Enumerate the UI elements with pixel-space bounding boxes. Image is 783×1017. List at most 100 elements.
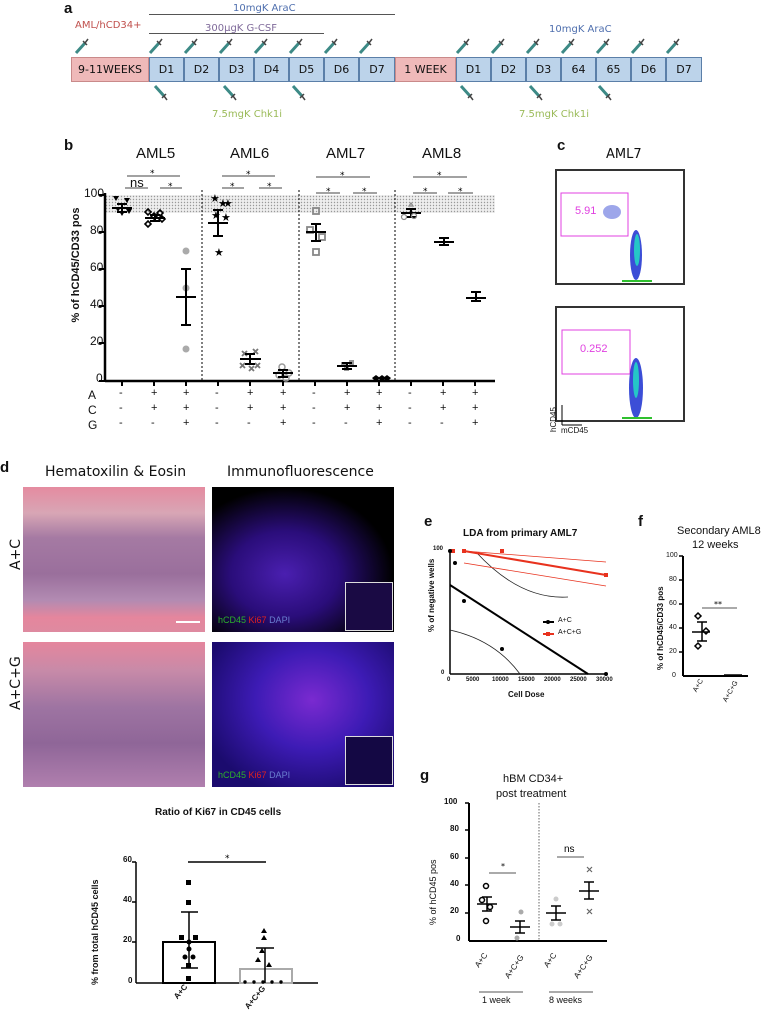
svg-text:*: * bbox=[437, 171, 442, 181]
row-label-acg: A+C+G bbox=[8, 656, 24, 710]
panel-f-label: f bbox=[638, 513, 643, 530]
svg-text:*: * bbox=[501, 862, 505, 871]
chk1-label-2: 7.5mgK Chk1i bbox=[519, 109, 589, 120]
f-xtick-ac: A+C bbox=[692, 678, 705, 694]
timeline-box: D1 bbox=[149, 57, 184, 82]
f-xtick-acg: A+C+G bbox=[722, 679, 740, 704]
timeline-box: D5 bbox=[289, 57, 324, 82]
group-title-aml5: AML5 bbox=[136, 145, 176, 162]
aml-label: AML/hCD34+ bbox=[75, 20, 142, 31]
g-ns-text: ns bbox=[564, 844, 575, 855]
lda-legend-acg: A+C+G bbox=[558, 629, 582, 636]
ytick: 40 bbox=[669, 624, 677, 631]
timeline-box: D6 bbox=[324, 57, 359, 82]
gcsf-bar bbox=[149, 33, 324, 34]
flow-title: AML7 bbox=[606, 147, 642, 162]
he-scalebar bbox=[176, 621, 200, 623]
ytick: 20 bbox=[450, 906, 459, 915]
timeline-box: D3 bbox=[219, 57, 254, 82]
svg-text:*: * bbox=[230, 182, 235, 192]
ytick: 60 bbox=[669, 600, 677, 607]
svg-text:*: * bbox=[458, 187, 463, 197]
if-legend-acg: hCD45 Ki67 DAPI bbox=[218, 770, 291, 780]
row-label-c: C bbox=[88, 403, 97, 417]
ki67-chart-title: Ratio of Ki67 in CD45 cells bbox=[155, 807, 282, 818]
timeline-box: 65 bbox=[596, 57, 631, 82]
f-ylabel: % of hCD45/CD33 pos bbox=[656, 586, 665, 670]
row-label-a: A bbox=[88, 388, 97, 402]
gcsf-label: 300μgK G-CSF bbox=[205, 23, 277, 34]
svg-text:*: * bbox=[326, 187, 331, 197]
svg-text:★: ★ bbox=[210, 193, 220, 205]
ytick: 60 bbox=[123, 855, 132, 864]
g-xtick: A+C bbox=[542, 951, 559, 970]
svg-text:*: * bbox=[168, 182, 173, 192]
svg-text:★: ★ bbox=[214, 247, 224, 259]
svg-text:*: * bbox=[362, 187, 367, 197]
lda-xticks: 0 5000 10000 15000 20000 25000 30000 bbox=[447, 677, 613, 683]
timeline-box: D2 bbox=[491, 57, 526, 82]
lda-ytick-0: 0 bbox=[441, 670, 445, 676]
svg-text:*: * bbox=[423, 187, 428, 197]
ytick: 80 bbox=[450, 824, 459, 833]
ytick: 80 bbox=[669, 576, 677, 583]
timeline-box: D1 bbox=[456, 57, 491, 82]
f-title-1: Secondary AML8 bbox=[677, 525, 761, 537]
panel-c-label: c bbox=[557, 137, 566, 154]
svg-text:★: ★ bbox=[218, 198, 228, 210]
ytick: 40 bbox=[123, 895, 132, 904]
panel-b-plot: ** ** * ** * ** * ★★★★ ★★ bbox=[99, 169, 495, 386]
ytick: 80 bbox=[90, 223, 104, 237]
timeline-box-week: 1 WEEK bbox=[395, 57, 456, 82]
he-image-acg bbox=[23, 642, 205, 787]
arac-label-2: 10mgK AraC bbox=[549, 24, 612, 35]
ytick: 0 bbox=[128, 976, 133, 985]
ki67-xtick-acg: A+C+G bbox=[243, 984, 268, 1011]
flow-plots bbox=[555, 169, 685, 426]
ytick: 0 bbox=[672, 672, 676, 679]
ns-label: ns bbox=[130, 175, 144, 190]
timeline-box: D7 bbox=[666, 57, 702, 82]
row-label-g: G bbox=[88, 418, 98, 432]
svg-text:★: ★ bbox=[223, 198, 233, 210]
svg-text:*: * bbox=[267, 182, 272, 192]
flow-xaxis: mCD45 bbox=[561, 426, 589, 435]
row-label-ac: A+C bbox=[8, 538, 24, 570]
f-title-2: 12 weeks bbox=[692, 539, 739, 551]
timeline-box-weeks: 9-11WEEKS bbox=[71, 57, 149, 82]
panel-e-label: e bbox=[424, 513, 433, 530]
group-title-aml7: AML7 bbox=[326, 145, 366, 162]
svg-text:**: ** bbox=[714, 600, 722, 609]
timeline-box: D2 bbox=[184, 57, 219, 82]
group-title-aml6: AML6 bbox=[230, 145, 270, 162]
svg-text:*: * bbox=[225, 854, 230, 864]
panel-a-label: a bbox=[64, 0, 73, 17]
ki67-ylabel: % from total hCD45 cells bbox=[90, 879, 100, 985]
ytick: 20 bbox=[669, 648, 677, 655]
he-title: Hematoxilin & Eosin bbox=[45, 464, 187, 480]
gate1-value: 5.91 bbox=[575, 205, 597, 217]
lda-legend-ac: A+C bbox=[558, 617, 572, 624]
panel-g-label: g bbox=[420, 767, 430, 784]
gate2-value: 0.252 bbox=[580, 343, 608, 355]
svg-text:*: * bbox=[150, 169, 155, 179]
ytick: 60 bbox=[90, 260, 104, 274]
timeline-box: D7 bbox=[359, 57, 395, 82]
lda-ytick-100: 100 bbox=[433, 546, 444, 552]
ytick: 0 bbox=[456, 934, 461, 943]
g-xtick: A+C+G bbox=[572, 953, 595, 981]
g-title-2: post treatment bbox=[496, 788, 567, 800]
g-group-8weeks: 8 weeks bbox=[549, 995, 583, 1005]
timeline-box: D4 bbox=[254, 57, 289, 82]
panel-d-label: d bbox=[0, 459, 10, 476]
timeline-box: D3 bbox=[526, 57, 561, 82]
he-image-ac bbox=[23, 487, 205, 632]
ytick: 40 bbox=[450, 879, 459, 888]
if-inset-acg bbox=[345, 736, 393, 785]
arac-bar-1 bbox=[149, 14, 395, 15]
if-inset-ac bbox=[345, 582, 393, 631]
if-title: Immunofluorescence bbox=[227, 464, 374, 480]
ytick: 100 bbox=[84, 186, 105, 200]
svg-text:*: * bbox=[340, 171, 345, 181]
timeline-box: 64 bbox=[561, 57, 596, 82]
